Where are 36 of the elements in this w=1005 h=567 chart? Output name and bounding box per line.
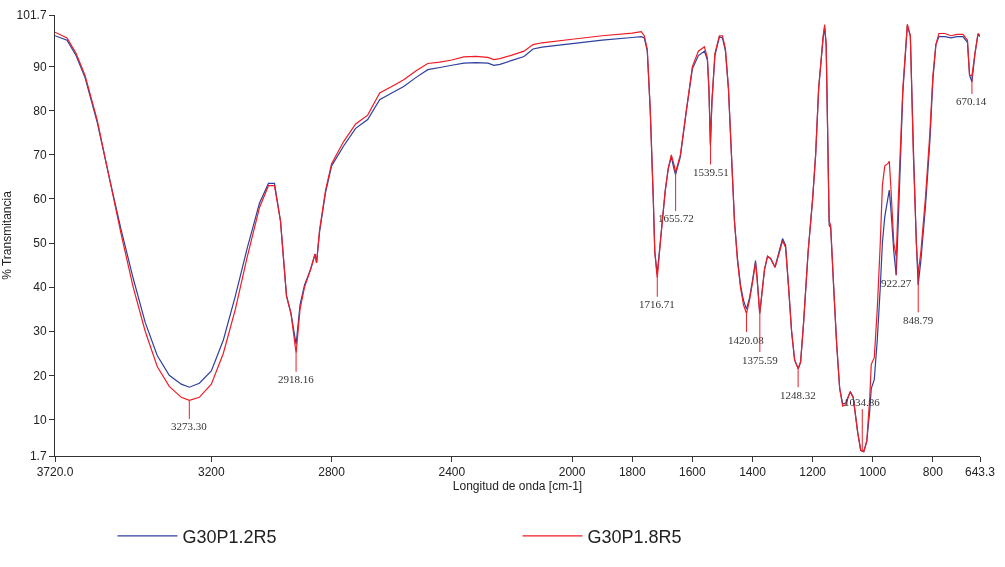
y-axis-title: % Transmitancia — [0, 190, 14, 280]
annotation: 1375.59 — [742, 354, 779, 366]
x-tick-label: 800 — [922, 465, 944, 480]
annotation: 670.14 — [956, 95, 987, 107]
x-tick-label: 2400 — [438, 465, 466, 480]
y-tick-label: 90 — [33, 59, 47, 74]
y-tick-label: 1.7 — [29, 449, 47, 464]
annotation: 848.79 — [903, 314, 934, 326]
annotation: 922.27 — [881, 277, 912, 289]
x-axis-title: Longitud de onda [cm-1] — [452, 479, 583, 494]
x-tick-label: 3720.0 — [36, 465, 74, 480]
y-tick-label: 101.7 — [16, 8, 47, 23]
x-tick-label: 1800 — [618, 465, 646, 480]
annotation: 3273.30 — [171, 420, 208, 432]
y-tick-label: 40 — [33, 280, 47, 295]
y-tick-label: 70 — [33, 148, 47, 162]
annotation: 1539.51 — [693, 166, 729, 178]
y-tick-label: 50 — [33, 236, 47, 251]
y-tick-label: 10 — [33, 412, 47, 427]
x-tick-label: 2000 — [558, 465, 586, 480]
x-tick-label: 643.3 — [964, 465, 996, 480]
annotation: 1248.32 — [780, 389, 816, 401]
y-tick-label: 30 — [33, 324, 47, 339]
annotation: 1716.71 — [639, 298, 675, 310]
y-tick-label: 60 — [33, 192, 47, 207]
y-tick-label: 80 — [33, 103, 47, 118]
x-tick-label: 3200 — [197, 465, 226, 480]
x-tick-label: 1000 — [859, 465, 887, 480]
legend-label: G30P1.2R5 — [182, 526, 277, 547]
legend-label: G30P1.8R5 — [587, 526, 682, 547]
x-tick-label: 1400 — [739, 465, 767, 480]
x-tick-label: 1200 — [799, 465, 827, 480]
y-tick-label: 20 — [33, 368, 47, 383]
annotation: 2918.16 — [278, 373, 315, 385]
x-tick-label: 2800 — [318, 465, 346, 480]
x-tick-label: 1600 — [679, 465, 707, 480]
